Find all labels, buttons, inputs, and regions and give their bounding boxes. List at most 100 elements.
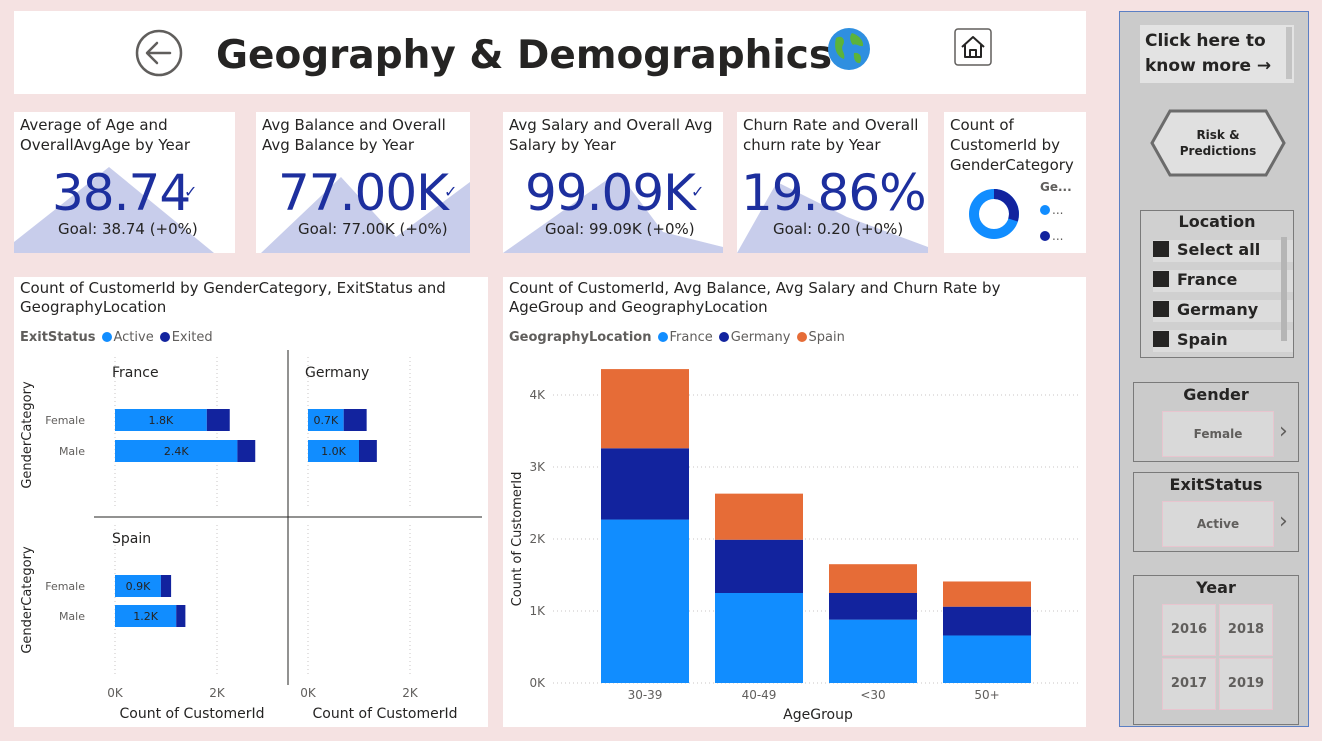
year-slicer: Year 2016 2018 2017 2019 [1133, 575, 1299, 725]
x-tick-label: 2K [209, 686, 226, 700]
y-axis-label: GenderCategory [20, 546, 35, 654]
home-icon[interactable] [954, 28, 992, 66]
x-tick-label: 2K [402, 686, 419, 700]
bar-segment[interactable] [943, 581, 1031, 607]
kpi-card-age: Average of Age and OverallAvgAge by Year… [14, 112, 235, 253]
bar-active[interactable] [115, 605, 177, 627]
bar-active[interactable] [115, 440, 238, 462]
kpi-goal: Goal: 38.74 (+0%) [58, 220, 198, 238]
chart-title: Count of CustomerId, Avg Balance, Avg Sa… [509, 279, 1001, 316]
chevron-right-icon[interactable]: › [1279, 509, 1288, 534]
bar-segment[interactable] [715, 493, 803, 540]
x-tick-label: 0K [107, 686, 124, 700]
gender-exit-bar-chart: France Female 1.8K Male 2.4K Germany 0.7K 1.0K S… [20, 350, 482, 722]
gender-option-female[interactable]: Female [1162, 411, 1274, 457]
facet-label: Germany [305, 365, 369, 381]
check-icon: ✓ [444, 182, 458, 201]
data-label: 1.0K [321, 445, 346, 458]
exitstatus-option-active[interactable]: Active [1162, 501, 1274, 547]
kpi-goal: Goal: 0.20 (+0%) [773, 220, 904, 238]
chevron-right-icon[interactable]: › [1279, 419, 1288, 444]
scrollbar[interactable] [1281, 237, 1287, 341]
donut-slice[interactable] [993, 189, 1019, 222]
data-label: 2.4K [164, 445, 189, 458]
kpi-card-balance: Avg Balance and Overall Avg Balance by Y… [256, 112, 470, 253]
location-option-select-all[interactable]: Select all [1153, 240, 1293, 262]
bar-segment[interactable] [715, 593, 803, 683]
y-tick-label: 4K [529, 388, 546, 402]
bar-active[interactable] [115, 575, 161, 597]
donut-legend-title: Ge... [1040, 180, 1072, 194]
data-label: 0.7K [313, 414, 338, 427]
kpi-sparkline-area [14, 167, 214, 253]
bar-exited[interactable] [237, 440, 256, 462]
category-label: Male [59, 445, 85, 458]
location-option-france[interactable]: France [1153, 270, 1293, 292]
kpi-value: 99.09K [525, 164, 696, 222]
risk-predictions-button[interactable] [1148, 107, 1288, 179]
bar-active[interactable] [308, 409, 344, 431]
header-card: Geography & Demographics [14, 11, 1086, 94]
back-arrow-icon[interactable] [134, 28, 184, 78]
x-tick-label: 50+ [974, 688, 999, 702]
kpi-card-churn: Churn Rate and Overall churn rate by Yea… [737, 112, 928, 253]
bar-segment[interactable] [601, 519, 689, 683]
exitstatus-slicer: ExitStatus Active › [1133, 472, 1299, 552]
bar-segment[interactable] [829, 619, 917, 683]
scrollbar[interactable] [1286, 27, 1292, 79]
agegroup-chart-card: Count of CustomerId, Avg Balance, Avg Sa… [503, 277, 1086, 727]
kpi-sparkline-area [503, 172, 723, 253]
x-tick-label: 0K [300, 686, 317, 700]
bar-segment[interactable] [829, 564, 917, 593]
location-option-spain[interactable]: Spain [1153, 330, 1293, 352]
slicer-title: ExitStatus [1169, 475, 1263, 494]
bar-segment[interactable] [829, 593, 917, 620]
agegroup-stacked-bar-chart: 0K 1K 2K 3K 4K 30-39 40-49 <30 50+ AgeGroup Count … [510, 369, 1081, 723]
year-option-2019[interactable]: 2019 [1219, 658, 1273, 710]
bar-segment[interactable] [943, 635, 1031, 683]
bar-segment[interactable] [715, 539, 803, 593]
bar-exited[interactable] [160, 575, 172, 597]
bar-segment[interactable] [601, 448, 689, 520]
kpi-title: Churn Rate and Overall churn rate by Yea… [743, 116, 919, 154]
know-more-label: Click here to know more → [1145, 31, 1272, 76]
kpi-sparkline-area [737, 182, 928, 253]
slicer-title: Year [1196, 578, 1236, 597]
bar-exited[interactable] [176, 605, 186, 627]
chart-legend: GeographyLocation France Germany Spain [509, 330, 845, 345]
y-axis-label: Count of CustomerId [510, 472, 525, 607]
kpi-value: 19.86% [741, 164, 927, 222]
bar-exited[interactable] [343, 409, 367, 431]
donut-chart[interactable] [966, 186, 1022, 242]
gender-slicer: Gender Female › [1133, 382, 1299, 462]
location-option-germany[interactable]: Germany [1153, 300, 1293, 322]
donut-title: Count of CustomerId by GenderCategory [950, 116, 1074, 174]
chart-legend: ExitStatus Active Exited [20, 330, 213, 345]
slicer-title: Gender [1183, 385, 1249, 404]
bar-segment[interactable] [601, 369, 689, 449]
x-axis-label: Count of CustomerId [120, 706, 265, 722]
data-label: 0.9K [126, 580, 151, 593]
bar-segment[interactable] [943, 606, 1031, 636]
y-axis-label: GenderCategory [20, 381, 35, 489]
chart-title: Count of CustomerId by GenderCategory, E… [20, 279, 446, 316]
kpi-title: Avg Balance and Overall Avg Balance by Y… [262, 116, 446, 154]
bar-exited[interactable] [359, 440, 377, 462]
category-label: Male [59, 610, 85, 623]
data-label: 1.2K [133, 610, 158, 623]
kpi-title: Avg Salary and Overall Avg Salary by Yea… [509, 116, 713, 154]
year-option-2016[interactable]: 2016 [1162, 604, 1216, 656]
page-title: Geography & Demographics [216, 33, 833, 78]
bar-exited[interactable] [206, 409, 230, 431]
year-option-2017[interactable]: 2017 [1162, 658, 1216, 710]
data-label: 1.8K [149, 414, 174, 427]
year-option-2018[interactable]: 2018 [1219, 604, 1273, 656]
know-more-button[interactable]: Click here to know more → [1140, 25, 1294, 83]
bar-active[interactable] [115, 409, 207, 431]
kpi-goal: Goal: 77.00K (+0%) [298, 220, 448, 238]
slicer-title: Location [1178, 212, 1256, 231]
donut-card: Count of CustomerId by GenderCategory Ge… [944, 112, 1086, 253]
gender-exit-chart-card: Count of CustomerId by GenderCategory, E… [14, 277, 488, 727]
risk-predictions-label: Risk & Predictions [1179, 128, 1257, 158]
bar-active[interactable] [308, 440, 359, 462]
